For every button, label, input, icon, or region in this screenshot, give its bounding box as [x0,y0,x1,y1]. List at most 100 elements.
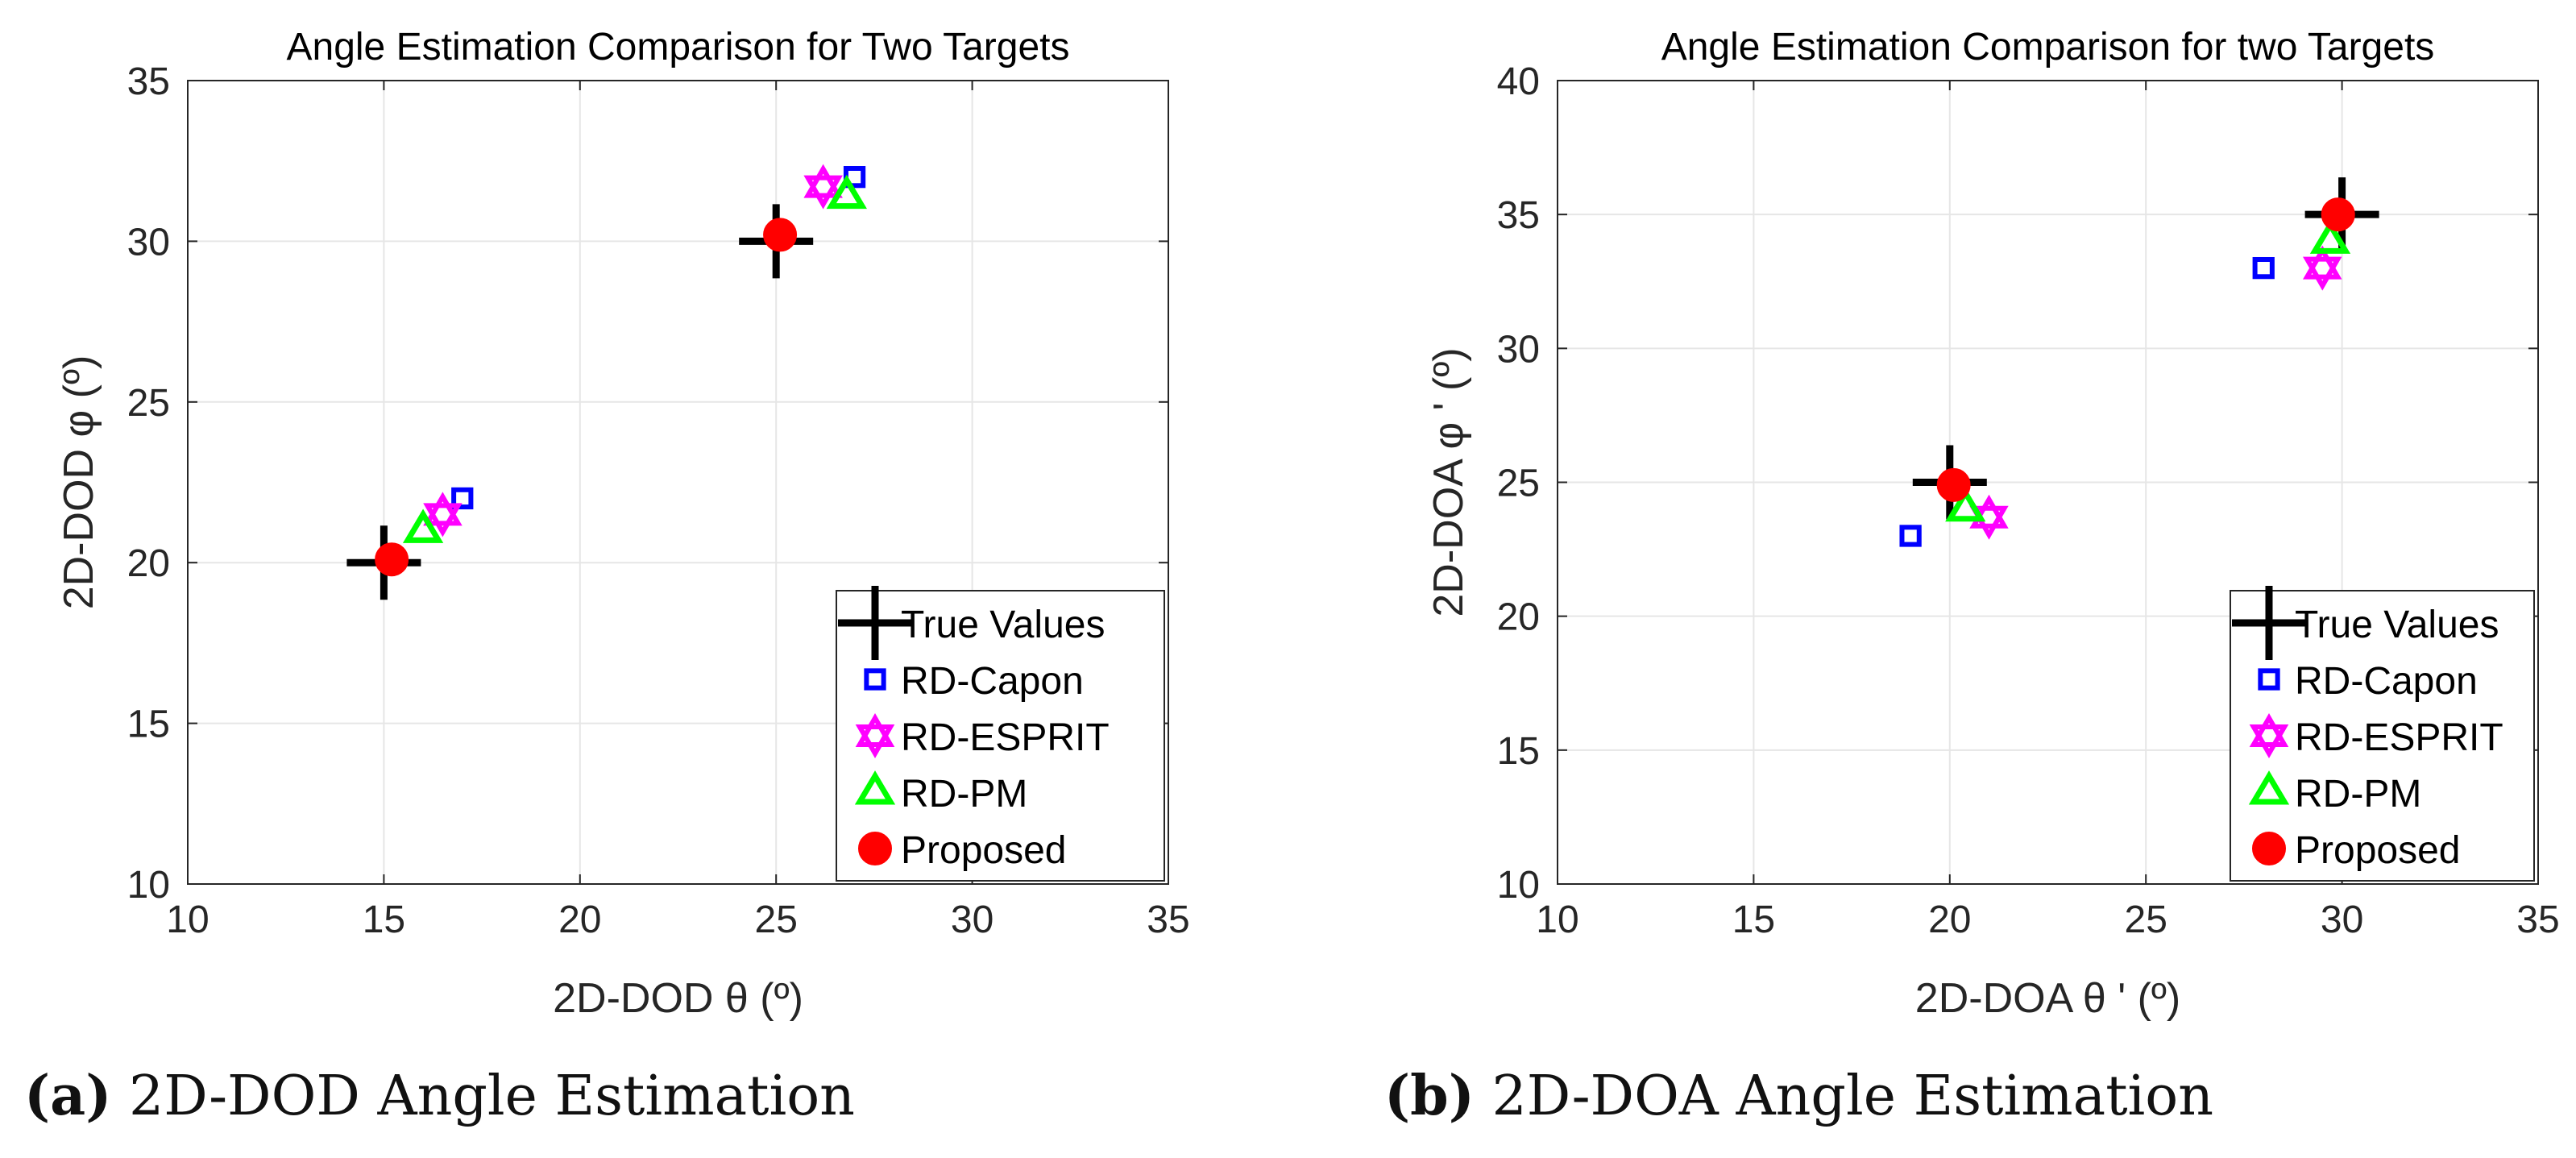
marker-b-3-0 [1945,487,1986,522]
x-tick-label-a-4: 30 [951,899,993,941]
x-tick-label-a-0: 10 [166,899,209,941]
axes-box-a [187,80,1169,885]
legend-item-b-3: RD-PM [2248,770,2421,816]
y-tick-label-a-2: 20 [127,542,170,585]
marker-b-2-0-up [1969,494,2009,529]
point-b-circle-1 [2321,197,2355,232]
marker-b-1-0 [1899,525,1922,547]
marker-a-2-1-down [803,175,843,210]
y-tick-label-a-0: 10 [127,864,170,907]
point-b-triangle-1 [2309,219,2351,254]
marker-a-3-0 [402,508,444,543]
legend-label-b-1: RD-Capon [2295,660,2478,703]
x-tick-label-a-5: 35 [1147,899,1189,941]
marker-a-3-1 [826,174,867,210]
legend-marker-a-4 [858,832,892,865]
legend-label-b-4: Proposed [2295,829,2460,872]
marker-b-3-1 [2309,219,2351,254]
marker-b-2-1-down [2302,256,2342,291]
chart-a: 10 15 20 25 30 35 10 15 20 25 30 35 Angle Estimation… [56,26,1190,1022]
point-a-hexagram-1 [803,164,843,210]
marker-b-1-1 [2252,256,2275,280]
legend-item-a-2: RD-ESPRIT [855,713,1110,759]
caption-b-text: 2D-DOA Angle Estimation [1474,1065,2214,1128]
chart-b: 10 15 20 25 30 35 10 15 20 25 30 35 40 Angle Estimati… [1425,26,2560,1022]
point-a-circle-0 [375,542,409,577]
legend-item-a-1: RD-Capon [864,660,1084,703]
y-axis-label-a: 2D-DOD φ (º) [56,355,102,610]
point-b-square-0 [1899,525,1922,547]
marker-a-2-1-up [803,164,843,198]
y-tick-label-a-1: 15 [127,704,170,746]
x-tick-label-b-2: 20 [1928,899,1971,941]
legend-label-a-2: RD-ESPRIT [901,716,1110,759]
legend-item-b-2: RD-ESPRIT [2249,713,2503,759]
marker-b-4-1 [2321,197,2355,232]
point-a-hexagram-0 [423,492,463,537]
legend-item-a-4: Proposed [858,829,1066,872]
y-axis-label-b: 2D-DOA φ ' (º) [1425,347,1472,616]
x-axis-label-a: 2D-DOD θ (º) [553,975,803,1022]
x-tick-label-a-1: 15 [363,899,405,941]
legend-box-a [836,590,1165,882]
caption-a-text: 2D-DOD Angle Estimation [111,1065,855,1128]
x-axis-label-b: 2D-DOA θ ' (º) [1915,975,2180,1022]
marker-a-2-0-up [423,492,463,526]
y-tick-label-b-0: 10 [1497,864,1540,907]
legend-marker-b-2-up [2249,713,2289,747]
legend-label-b-0: True Values [2295,604,2499,646]
caption-a: (a) 2D-DOD Angle Estimation [24,1064,855,1128]
legend-marker-b-3 [2248,770,2290,805]
chart-title-b: Angle Estimation Comparison for two Targ… [1661,26,2435,68]
y-tick-label-b-6: 40 [1497,60,1540,103]
marker-b-2-1-up [2302,245,2342,280]
y-tick-label-b-3: 25 [1497,463,1540,505]
x-tick-label-b-1: 15 [1732,899,1775,941]
point-a-triangle-0 [402,508,444,543]
x-tick-label-a-2: 20 [558,899,601,941]
legend-label-b-2: RD-ESPRIT [2295,716,2503,759]
point-b-hexagram-1 [2302,245,2342,291]
y-tick-label-b-4: 30 [1497,328,1540,371]
legend-label-a-4: Proposed [901,829,1066,872]
legend-marker-a-2-down [855,724,895,758]
x-tick-label-b-5: 35 [2516,899,2559,941]
legend-marker-a-3 [854,770,896,805]
caption-b: (b) 2D-DOA Angle Estimation [1384,1064,2213,1128]
marker-a-4-1 [763,218,798,252]
y-tick-label-b-5: 35 [1497,194,1540,237]
legend-item-b-1: RD-Capon [2258,660,2478,703]
legend-marker-b-4 [2252,832,2286,865]
legend-marker-a-2-up [855,713,895,747]
y-tick-label-b-2: 20 [1497,596,1540,639]
legend-marker-b-2-down [2249,724,2289,758]
y-tick-label-a-5: 35 [127,60,170,103]
y-tick-label-b-1: 15 [1497,730,1540,773]
x-tick-label-b-3: 25 [2125,899,2167,941]
x-tick-label-a-3: 25 [755,899,798,941]
marker-a-2-0-down [423,503,463,537]
point-a-triangle-1 [826,174,867,210]
legend-item-b-4: Proposed [2252,829,2460,872]
chart-title-a: Angle Estimation Comparison for Two Targ… [286,26,1069,68]
point-a-circle-1 [763,218,798,252]
point-b-square-1 [2252,256,2275,280]
legend-label-a-0: True Values [901,604,1105,646]
legend-label-a-1: RD-Capon [901,660,1084,703]
marker-b-4-0 [1936,467,1971,502]
legend-label-b-3: RD-PM [2295,773,2421,816]
y-tick-label-a-3: 25 [127,382,170,425]
caption-b-label: (b) [1384,1064,1475,1128]
point-b-triangle-0 [1945,487,1986,522]
caption-a-label: (a) [24,1064,112,1128]
y-tick-label-a-4: 30 [127,221,170,264]
legend-box-b [2230,590,2535,882]
legend-marker-b-1 [2258,668,2280,691]
x-tick-label-b-0: 10 [1536,899,1578,941]
legend-item-a-3: RD-PM [854,770,1027,816]
point-b-circle-0 [1936,467,1971,502]
legend-label-a-3: RD-PM [901,773,1027,816]
legend-item-a-0: True Values [838,586,1105,660]
point-a-square-0 [451,487,474,510]
